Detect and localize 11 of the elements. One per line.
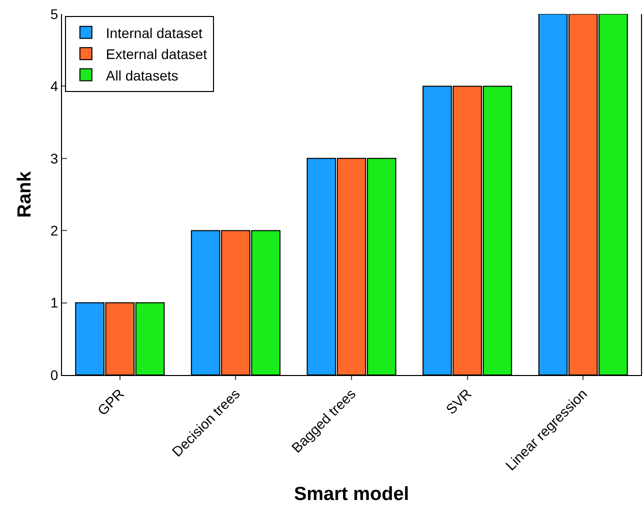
- legend-label: Internal dataset: [106, 24, 203, 41]
- x-axis-title: Smart model: [294, 484, 410, 506]
- y-tick-label: 1: [50, 294, 58, 311]
- y-tick-label: 4: [50, 78, 58, 94]
- y-tick-label: 3: [50, 150, 58, 166]
- y-axis-title: Rank: [14, 170, 36, 218]
- y-tick-label: 5: [50, 6, 58, 22]
- legend-label: External dataset: [106, 46, 208, 62]
- y-tick-label: 0: [50, 366, 58, 383]
- y-tick-label: 2: [50, 222, 58, 238]
- legend-label: All datasets: [106, 67, 178, 84]
